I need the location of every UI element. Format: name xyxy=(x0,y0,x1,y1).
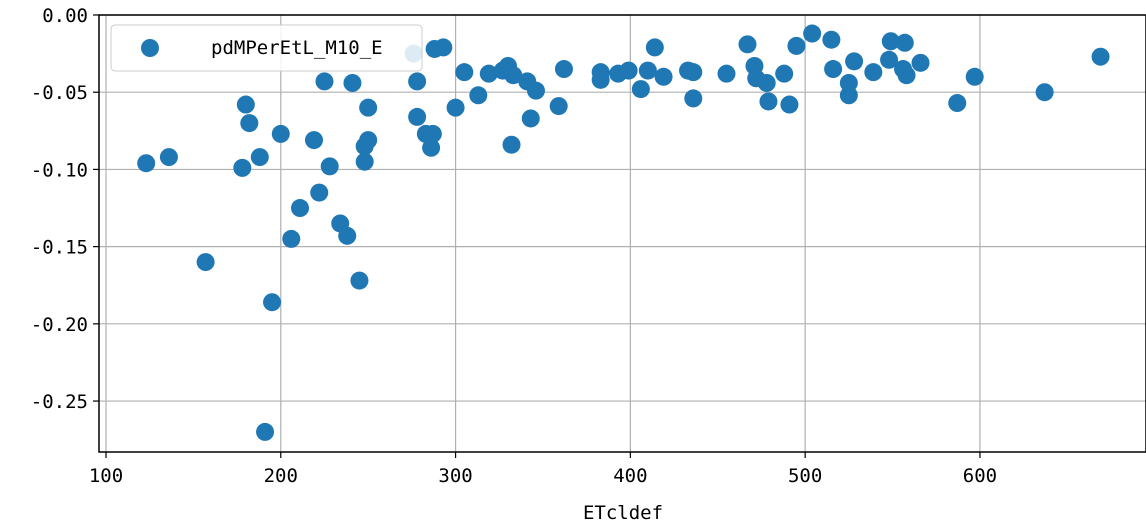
data-points xyxy=(137,24,1110,441)
data-point xyxy=(236,95,255,114)
data-point xyxy=(250,148,269,167)
data-point xyxy=(159,148,178,167)
data-point xyxy=(780,95,799,114)
data-point xyxy=(479,64,498,83)
data-point xyxy=(822,30,841,49)
data-point xyxy=(965,67,984,86)
data-point xyxy=(717,64,736,83)
y-tick-label: -0.15 xyxy=(31,237,88,259)
data-point xyxy=(233,158,252,177)
x-tick-label: 100 xyxy=(89,465,123,487)
data-point xyxy=(911,53,930,72)
data-point xyxy=(824,60,843,79)
data-point xyxy=(422,138,441,157)
legend: pdMPerEtL_M10_E xyxy=(110,24,423,72)
data-point xyxy=(645,38,664,57)
legend-box xyxy=(110,24,423,72)
x-tick-label: 400 xyxy=(613,465,647,487)
data-point xyxy=(775,64,794,83)
data-point xyxy=(455,63,474,82)
y-tick-label: -0.25 xyxy=(31,391,88,413)
data-point xyxy=(759,92,778,111)
data-point xyxy=(282,229,301,248)
y-tick-label: -0.10 xyxy=(31,159,88,181)
data-point xyxy=(948,94,967,113)
data-point xyxy=(839,73,858,92)
data-point xyxy=(256,422,275,441)
data-point xyxy=(271,124,290,143)
y-tick-label: -0.20 xyxy=(31,314,88,336)
data-point xyxy=(359,98,378,117)
data-point xyxy=(897,66,916,85)
data-point xyxy=(738,35,757,54)
data-point xyxy=(881,32,900,51)
data-point xyxy=(304,131,323,150)
x-tick-label: 500 xyxy=(788,465,822,487)
y-tick-label: -0.05 xyxy=(31,82,88,104)
data-point xyxy=(469,86,488,105)
data-point xyxy=(631,80,650,99)
x-tick-label: 600 xyxy=(963,465,997,487)
data-point xyxy=(137,154,156,173)
data-point xyxy=(423,124,442,143)
data-point xyxy=(408,72,427,91)
data-point xyxy=(350,271,369,290)
data-point xyxy=(1091,47,1110,66)
data-point xyxy=(526,81,545,100)
data-point xyxy=(864,63,883,82)
data-point xyxy=(787,36,806,55)
data-point xyxy=(408,107,427,126)
data-point xyxy=(355,152,374,171)
data-point xyxy=(880,50,899,69)
y-axis-ticks: 0.00 -0.05 -0.10 -0.15 -0.20 -0.25 xyxy=(31,5,99,413)
data-point xyxy=(338,226,357,245)
data-point xyxy=(1035,83,1054,102)
data-point xyxy=(359,131,378,150)
x-axis-title: ETcldef xyxy=(583,502,663,524)
data-point xyxy=(196,253,215,272)
data-point xyxy=(839,86,858,105)
data-point xyxy=(549,97,568,116)
legend-label: pdMPerEtL_M10_E xyxy=(211,37,383,59)
x-axis-ticks: 100 200 300 400 500 600 xyxy=(89,452,997,487)
data-point xyxy=(591,70,610,89)
data-point xyxy=(684,63,703,82)
data-point xyxy=(446,98,465,117)
data-point xyxy=(654,67,673,86)
data-point xyxy=(291,199,310,218)
plot-frame xyxy=(98,14,1146,453)
data-point xyxy=(320,157,339,176)
data-point xyxy=(502,135,521,154)
data-point xyxy=(434,38,453,57)
data-point xyxy=(240,114,259,133)
data-point xyxy=(638,61,657,80)
data-point xyxy=(895,33,914,52)
y-tick-label: 0.00 xyxy=(42,5,88,27)
data-point xyxy=(619,61,638,80)
data-point xyxy=(554,60,573,79)
x-tick-label: 200 xyxy=(264,465,298,487)
x-tick-label: 300 xyxy=(438,465,472,487)
data-point xyxy=(521,109,540,128)
data-point xyxy=(263,293,282,312)
data-point xyxy=(343,73,362,92)
data-point xyxy=(803,24,822,43)
data-point xyxy=(315,72,334,91)
data-point xyxy=(310,183,329,202)
data-point xyxy=(757,73,776,92)
legend-marker xyxy=(141,39,159,57)
data-point xyxy=(504,66,523,85)
data-point xyxy=(684,89,703,108)
data-point xyxy=(845,52,864,71)
